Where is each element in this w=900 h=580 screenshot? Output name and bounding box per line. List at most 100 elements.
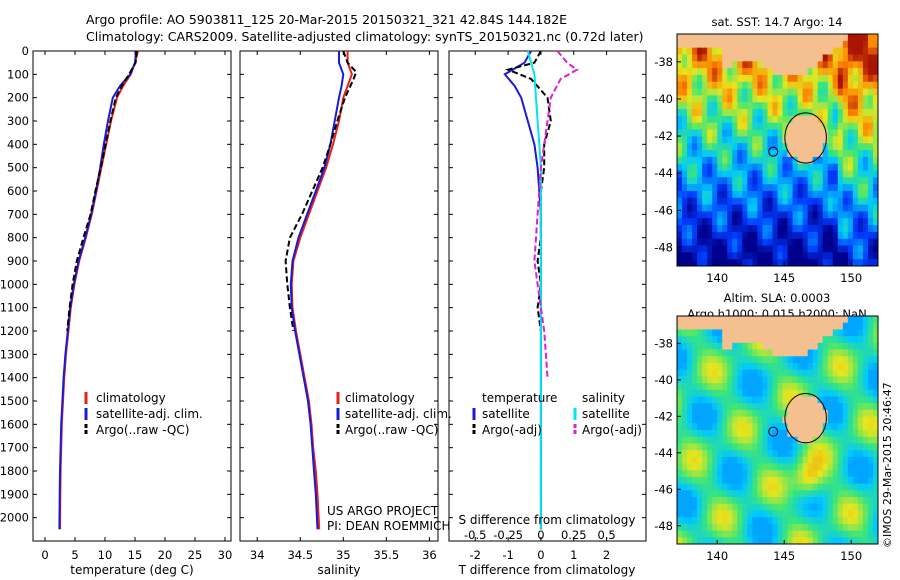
field-cell — [792, 497, 799, 505]
field-cell — [777, 376, 783, 384]
field-cell — [832, 95, 839, 103]
field-cell — [867, 156, 874, 165]
field-cell — [857, 436, 864, 444]
field-cell — [792, 537, 799, 545]
field-cell — [827, 476, 834, 485]
field-cell — [842, 136, 849, 144]
field-cell — [712, 122, 718, 130]
field-cell — [687, 109, 693, 117]
land-cell — [777, 349, 783, 357]
field-cell — [687, 47, 693, 55]
field-cell — [862, 115, 869, 124]
field-cell — [787, 245, 793, 253]
field-cell — [702, 362, 708, 371]
field-cell — [677, 218, 683, 226]
field-cell — [842, 163, 849, 171]
field-cell — [752, 389, 758, 397]
field-cell — [822, 61, 829, 69]
field-cell — [737, 456, 743, 464]
field-cell — [697, 102, 703, 110]
field-cell — [847, 537, 854, 545]
field-cell — [787, 231, 793, 240]
field-cell — [767, 102, 773, 110]
field-cell — [727, 383, 733, 391]
field-cell — [692, 88, 698, 96]
field-cell — [717, 362, 723, 371]
field-cell — [692, 503, 698, 511]
field-cell — [817, 483, 824, 491]
y-tick-label: 800 — [7, 231, 29, 245]
field-cell — [872, 129, 879, 137]
field-cell — [767, 156, 773, 165]
field-cell — [737, 218, 743, 226]
field-cell — [777, 476, 783, 485]
field-cell — [747, 225, 753, 233]
field-cell — [822, 95, 829, 103]
field-cell — [782, 177, 788, 185]
field-cell — [832, 409, 839, 417]
land-cell — [782, 336, 788, 344]
field-cell — [697, 252, 703, 260]
field-cell — [822, 443, 829, 451]
field-cell — [677, 177, 683, 185]
land-cell — [757, 322, 763, 330]
field-cell — [847, 316, 854, 324]
field-cell — [742, 389, 748, 397]
land-cell — [802, 34, 809, 42]
field-cell — [752, 403, 758, 411]
field-cell — [857, 316, 864, 324]
field-cell — [872, 436, 879, 444]
field-cell — [862, 211, 869, 219]
field-cell — [872, 211, 879, 219]
field-cell — [727, 81, 733, 89]
land-cell — [807, 329, 814, 337]
field-cell — [797, 476, 804, 485]
land-cell — [772, 342, 778, 350]
field-cell — [827, 129, 834, 137]
field-cell — [707, 109, 713, 117]
field-cell — [762, 463, 768, 471]
land-cell — [762, 316, 768, 324]
field-cell — [872, 369, 879, 377]
field-cell — [692, 143, 698, 151]
land-cell — [797, 54, 804, 62]
field-cell — [802, 470, 809, 478]
land-cell — [787, 122, 793, 130]
field-cell — [842, 329, 849, 337]
land-cell — [782, 316, 788, 324]
land-cell — [812, 336, 819, 344]
field-cell — [687, 517, 693, 525]
land-cell — [747, 47, 753, 55]
field-cell — [822, 336, 829, 344]
field-cell — [852, 47, 859, 55]
field-cell — [797, 389, 804, 397]
field-cell — [722, 74, 728, 83]
field-cell — [807, 349, 814, 357]
field-cell — [782, 369, 788, 377]
field-cell — [752, 530, 758, 538]
field-cell — [852, 336, 859, 344]
field-cell — [772, 443, 778, 451]
field-cell — [867, 218, 874, 226]
field-cell — [707, 463, 713, 471]
field-cell — [792, 470, 799, 478]
field-cell — [837, 88, 844, 96]
land-cell — [732, 316, 738, 324]
field-cell — [857, 259, 864, 267]
field-cell — [702, 231, 708, 240]
field-cell — [862, 231, 869, 240]
field-cell — [862, 436, 869, 444]
field-cell — [777, 88, 783, 96]
field-cell — [782, 109, 788, 117]
land-cell — [787, 416, 793, 424]
field-cell — [772, 362, 778, 371]
field-cell — [872, 252, 879, 260]
field-cell — [827, 184, 834, 192]
field-cell — [732, 362, 738, 371]
field-cell — [822, 389, 829, 397]
field-cell — [817, 503, 824, 511]
field-cell — [722, 211, 728, 219]
field-cell — [782, 190, 788, 199]
field-cell — [757, 416, 763, 424]
field-cell — [707, 74, 713, 83]
